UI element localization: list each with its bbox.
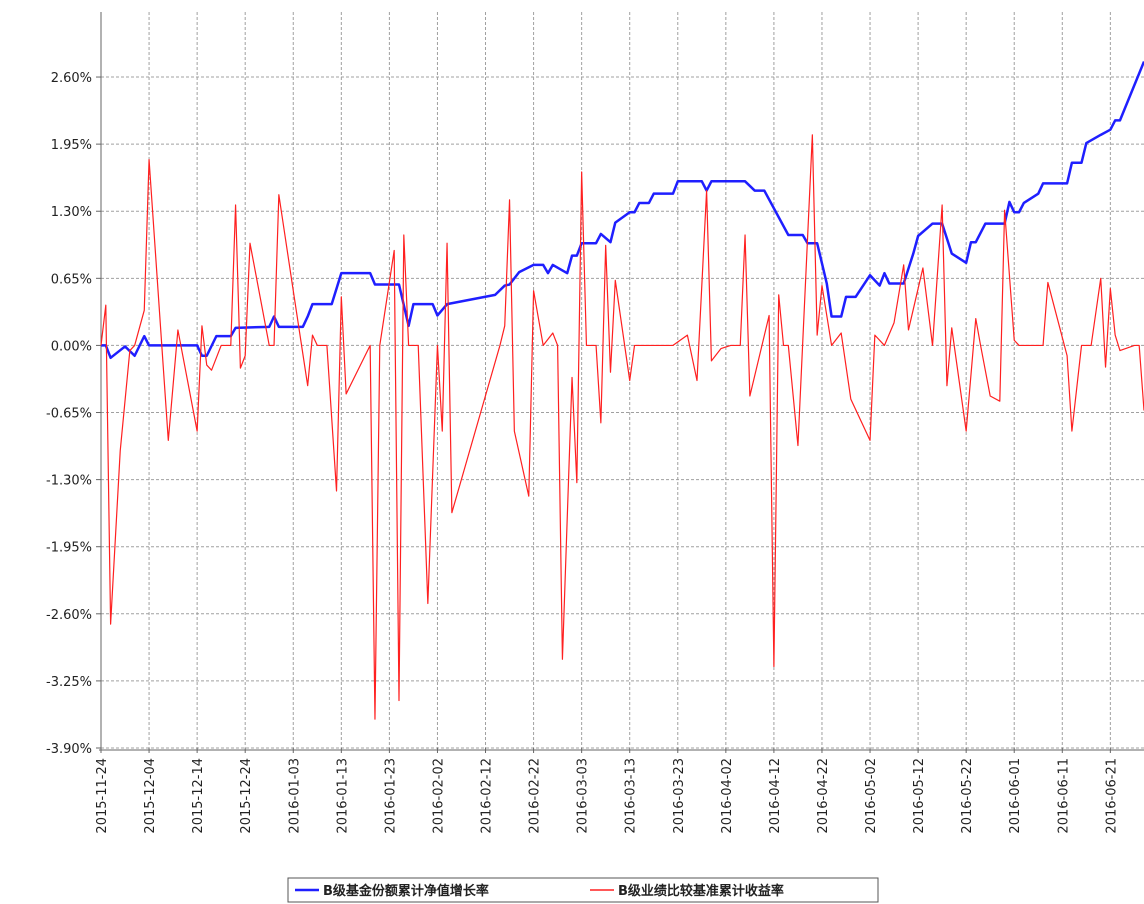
legend-label: B级基金份额累计净值增长率 [323, 883, 489, 899]
x-tick-label: 2016-03-13 [624, 758, 639, 834]
x-tick-label: 2016-01-13 [335, 758, 350, 834]
x-tick-label: 2016-05-12 [912, 758, 927, 834]
x-tick-label: 2016-01-03 [287, 758, 302, 834]
x-tick-label: 2016-06-21 [1104, 758, 1119, 834]
x-tick-label: 2016-04-22 [816, 758, 831, 834]
x-tick-label: 2015-12-24 [239, 758, 254, 834]
x-tick-label: 2016-06-01 [1008, 758, 1023, 834]
y-tick-label: -1.95% [46, 541, 92, 556]
x-tick-label: 2016-01-23 [383, 758, 398, 834]
x-tick-label: 2016-02-12 [480, 758, 495, 834]
x-tick-label: 2016-06-11 [1056, 758, 1071, 834]
y-tick-label: -3.25% [46, 675, 92, 690]
y-tick-label: -1.30% [46, 474, 92, 489]
y-tick-label: 2.60% [51, 71, 92, 86]
x-tick-label: 2016-04-12 [768, 758, 783, 834]
y-tick-label: 0.65% [51, 272, 92, 287]
x-tick-label: 2016-05-22 [960, 758, 975, 834]
x-tick-label: 2016-05-02 [864, 758, 879, 834]
x-tick-label: 2015-12-14 [191, 758, 206, 834]
y-tick-label: -2.60% [46, 608, 92, 623]
data-line [101, 61, 1144, 360]
x-tick-label: 2016-02-22 [528, 758, 543, 834]
data-line [100, 134, 1144, 720]
x-tick-label: 2016-03-03 [576, 758, 591, 834]
y-tick-label: -0.65% [46, 407, 92, 422]
x-tick-label: 2016-04-02 [720, 758, 735, 834]
y-tick-label: 1.95% [51, 138, 92, 153]
y-tick-label: -3.90% [46, 742, 92, 757]
legend-box [287, 877, 879, 903]
x-tick-label: 2015-11-24 [95, 758, 110, 834]
y-tick-label: 0.00% [51, 339, 92, 354]
x-tick-label: 2016-03-23 [672, 758, 687, 834]
x-tick-label: 2016-02-02 [431, 758, 446, 834]
legend-label: B级业绩比较基准累计收益率 [618, 883, 784, 899]
y-tick-label: 1.30% [51, 205, 92, 220]
x-tick-label: 2015-12-04 [143, 758, 158, 834]
